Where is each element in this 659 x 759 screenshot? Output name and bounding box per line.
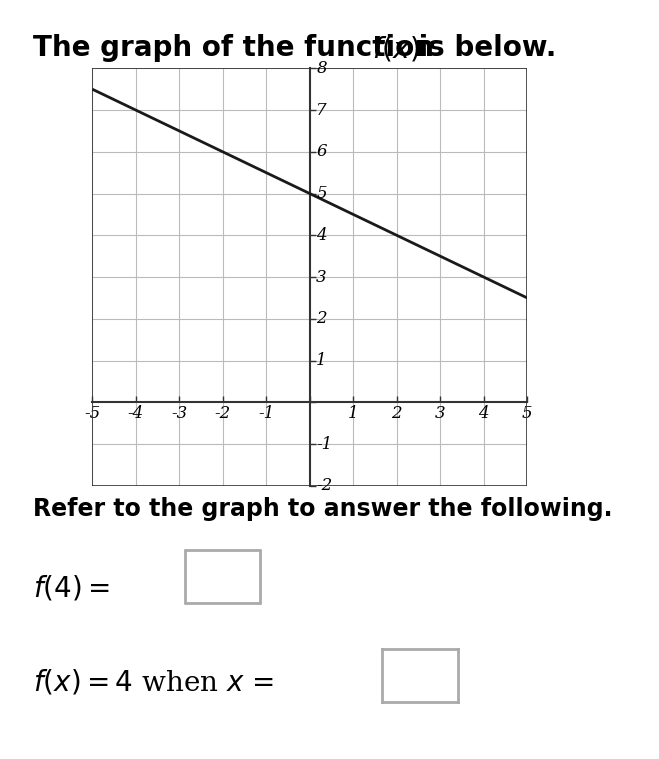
Text: $f(x)$: $f(x)$ (372, 34, 420, 63)
Text: The graph of the function: The graph of the function (33, 34, 444, 62)
Text: -1: -1 (316, 436, 333, 452)
Text: $f(x) = 4$ when $x$ =: $f(x) = 4$ when $x$ = (33, 668, 273, 697)
Text: -2: -2 (316, 477, 333, 494)
Text: 5: 5 (316, 185, 327, 202)
Text: 6: 6 (316, 143, 327, 160)
Text: Refer to the graph to answer the following.: Refer to the graph to answer the followi… (33, 497, 612, 521)
Text: 4: 4 (316, 227, 327, 244)
Text: 2: 2 (316, 310, 327, 327)
Text: $f(4) =$: $f(4) =$ (33, 573, 110, 602)
Text: 3: 3 (316, 269, 327, 285)
Text: is below.: is below. (409, 34, 556, 62)
Text: 8: 8 (316, 60, 327, 77)
Text: 1: 1 (316, 352, 327, 369)
Text: 7: 7 (316, 102, 327, 118)
